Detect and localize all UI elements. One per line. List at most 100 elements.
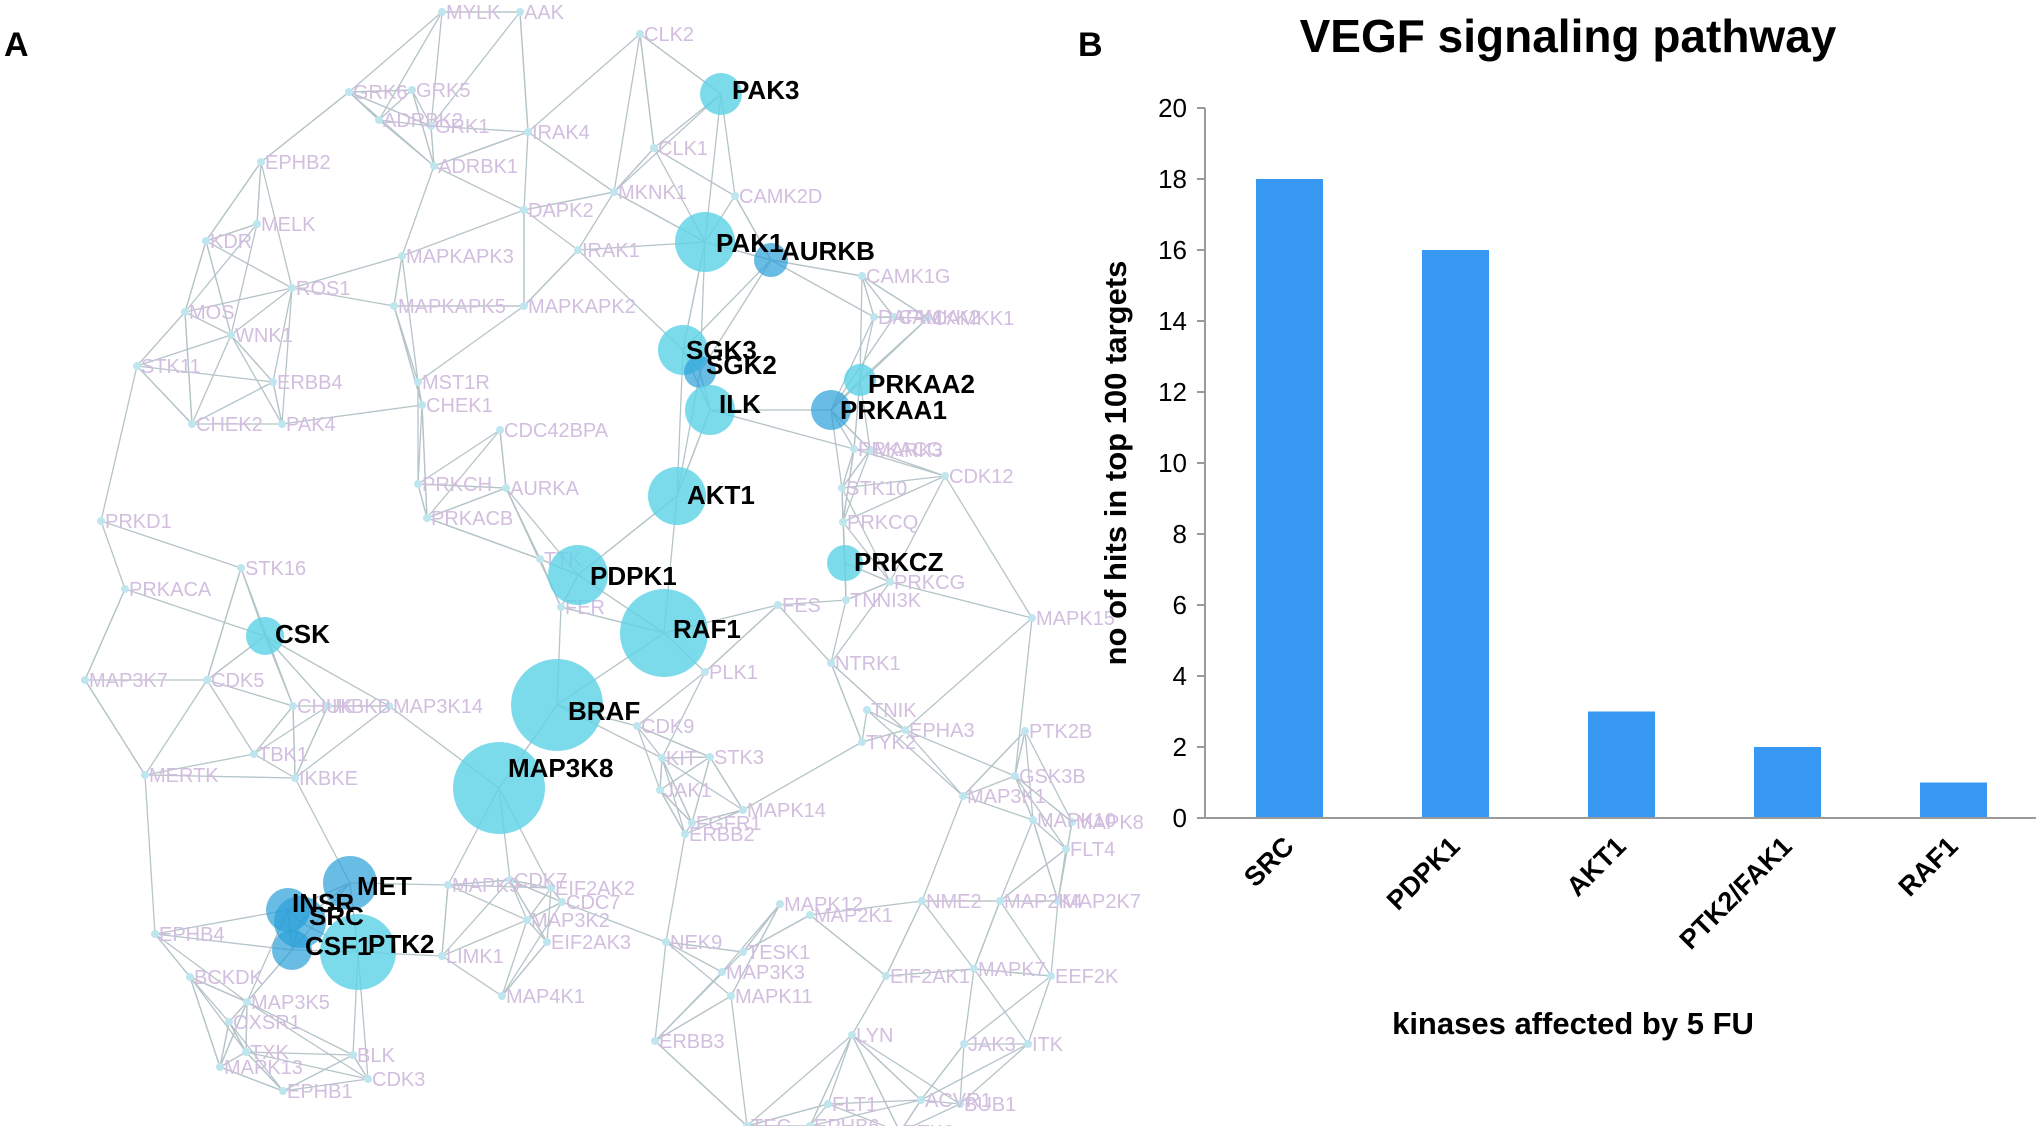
network-edge xyxy=(665,833,686,943)
minor-node-label: AAK xyxy=(524,2,565,24)
minor-node-label: MYLK xyxy=(446,2,501,24)
network-edge xyxy=(253,705,294,755)
bar-pdpk1 xyxy=(1422,250,1489,818)
minor-node-dot xyxy=(498,992,506,1000)
minor-node-label: STK10 xyxy=(846,478,907,500)
network-edge xyxy=(245,1051,369,1080)
minor-node-dot xyxy=(418,401,426,409)
minor-node-label: ADRBK1 xyxy=(438,156,518,178)
network-edge xyxy=(499,429,507,489)
hit-node-label: CSF1 xyxy=(305,931,371,961)
minor-node-label: EPHB4 xyxy=(159,924,225,946)
minor-node-label: CLK1 xyxy=(658,138,708,160)
minor-node-label: TXK xyxy=(250,1042,290,1064)
network-edge xyxy=(911,1103,961,1126)
network-edge xyxy=(665,941,732,997)
network-edge xyxy=(523,191,615,211)
minor-node-label: ADRBK2 xyxy=(383,110,463,132)
minor-node-label: LYN xyxy=(856,1025,893,1047)
network-edge xyxy=(352,1054,369,1080)
minor-node-dot xyxy=(398,252,406,260)
network-edge xyxy=(999,819,1034,902)
network-edge xyxy=(378,89,413,121)
network-edge xyxy=(959,1043,965,1105)
hit-node-label: MAP3K8 xyxy=(508,753,613,783)
minor-node-dot xyxy=(430,162,438,170)
network-edge xyxy=(613,147,655,193)
network-edge xyxy=(230,334,274,383)
y-tick-label: 8 xyxy=(1173,519,1187,549)
network-edge xyxy=(245,1051,284,1092)
network-edge xyxy=(973,900,1001,970)
bar-ptk2-fak1 xyxy=(1754,747,1821,818)
network-edge xyxy=(228,1001,248,1023)
minor-node-label: TYK2 xyxy=(866,732,916,754)
minor-node-label: CHEK2 xyxy=(196,414,263,436)
minor-node-dot xyxy=(141,771,149,779)
minor-node-label: MAP3K14 xyxy=(393,696,483,718)
network-edge xyxy=(691,809,744,824)
minor-node-label: FES xyxy=(782,595,821,617)
network-edge xyxy=(189,976,221,1068)
hit-node-label: SRC xyxy=(309,901,364,931)
minor-node-dot xyxy=(385,702,393,710)
hit-node-bubble xyxy=(511,659,603,751)
minor-node-label: PRKACA xyxy=(129,579,212,601)
minor-node-dot xyxy=(349,1051,357,1059)
network-edge xyxy=(1014,730,1026,777)
network-edge xyxy=(1057,821,1073,902)
minor-node-dot xyxy=(216,1063,224,1071)
network-edge xyxy=(509,879,563,903)
minor-node-dot xyxy=(960,1040,968,1048)
network-edge xyxy=(973,968,1029,1045)
network-edge xyxy=(661,757,744,811)
network-edge xyxy=(661,671,706,759)
network-edge xyxy=(889,475,946,583)
network-edge xyxy=(546,887,552,943)
network-edge xyxy=(144,679,208,776)
network-edge xyxy=(154,933,248,1003)
minor-node-dot xyxy=(324,702,332,710)
network-edge xyxy=(845,581,891,601)
network-edge xyxy=(294,705,329,779)
minor-node-dot xyxy=(444,881,452,889)
network-edge xyxy=(873,316,929,319)
minor-node-label: MAP3K7 xyxy=(89,670,168,692)
minor-node-label: EPHB6 xyxy=(814,1116,880,1126)
network-edge xyxy=(421,404,428,519)
network-edge xyxy=(661,756,711,759)
minor-node-dot xyxy=(996,897,1004,905)
network-edge xyxy=(393,305,423,406)
minor-node-dot xyxy=(227,331,235,339)
hit-node-bubble xyxy=(844,364,876,396)
minor-node-label: MAPK10 xyxy=(1037,810,1116,832)
minor-node-dot xyxy=(1024,1040,1032,1048)
network-edge xyxy=(830,599,847,664)
network-edge xyxy=(885,900,923,977)
network-edge xyxy=(100,520,126,590)
minor-node-dot xyxy=(288,284,296,292)
network-edge xyxy=(654,941,667,1042)
minor-node-dot xyxy=(743,1122,751,1126)
network-edge xyxy=(827,1099,922,1105)
network-edge xyxy=(842,521,891,583)
minor-node-dot xyxy=(886,578,894,586)
network-edge xyxy=(282,1054,354,1092)
minor-node-label: CAMK2D xyxy=(739,186,822,208)
minor-node-dot xyxy=(291,774,299,782)
network-edge xyxy=(851,1034,898,1126)
x-axis-label: kinases affected by 5 FU xyxy=(1392,1006,1754,1041)
network-edge xyxy=(842,475,946,523)
network-edge xyxy=(417,305,525,383)
network-edge xyxy=(205,223,258,242)
minor-node-label: KDR xyxy=(210,231,252,253)
network-edge xyxy=(659,757,663,791)
network-edge xyxy=(230,334,283,425)
minor-node-dot xyxy=(838,484,846,492)
minor-node-label: MAP2K4 xyxy=(1004,891,1083,913)
network-edge xyxy=(401,209,525,257)
minor-node-dot xyxy=(502,484,510,492)
minor-node-label: GRK6 xyxy=(353,82,407,104)
minor-node-dot xyxy=(202,237,210,245)
